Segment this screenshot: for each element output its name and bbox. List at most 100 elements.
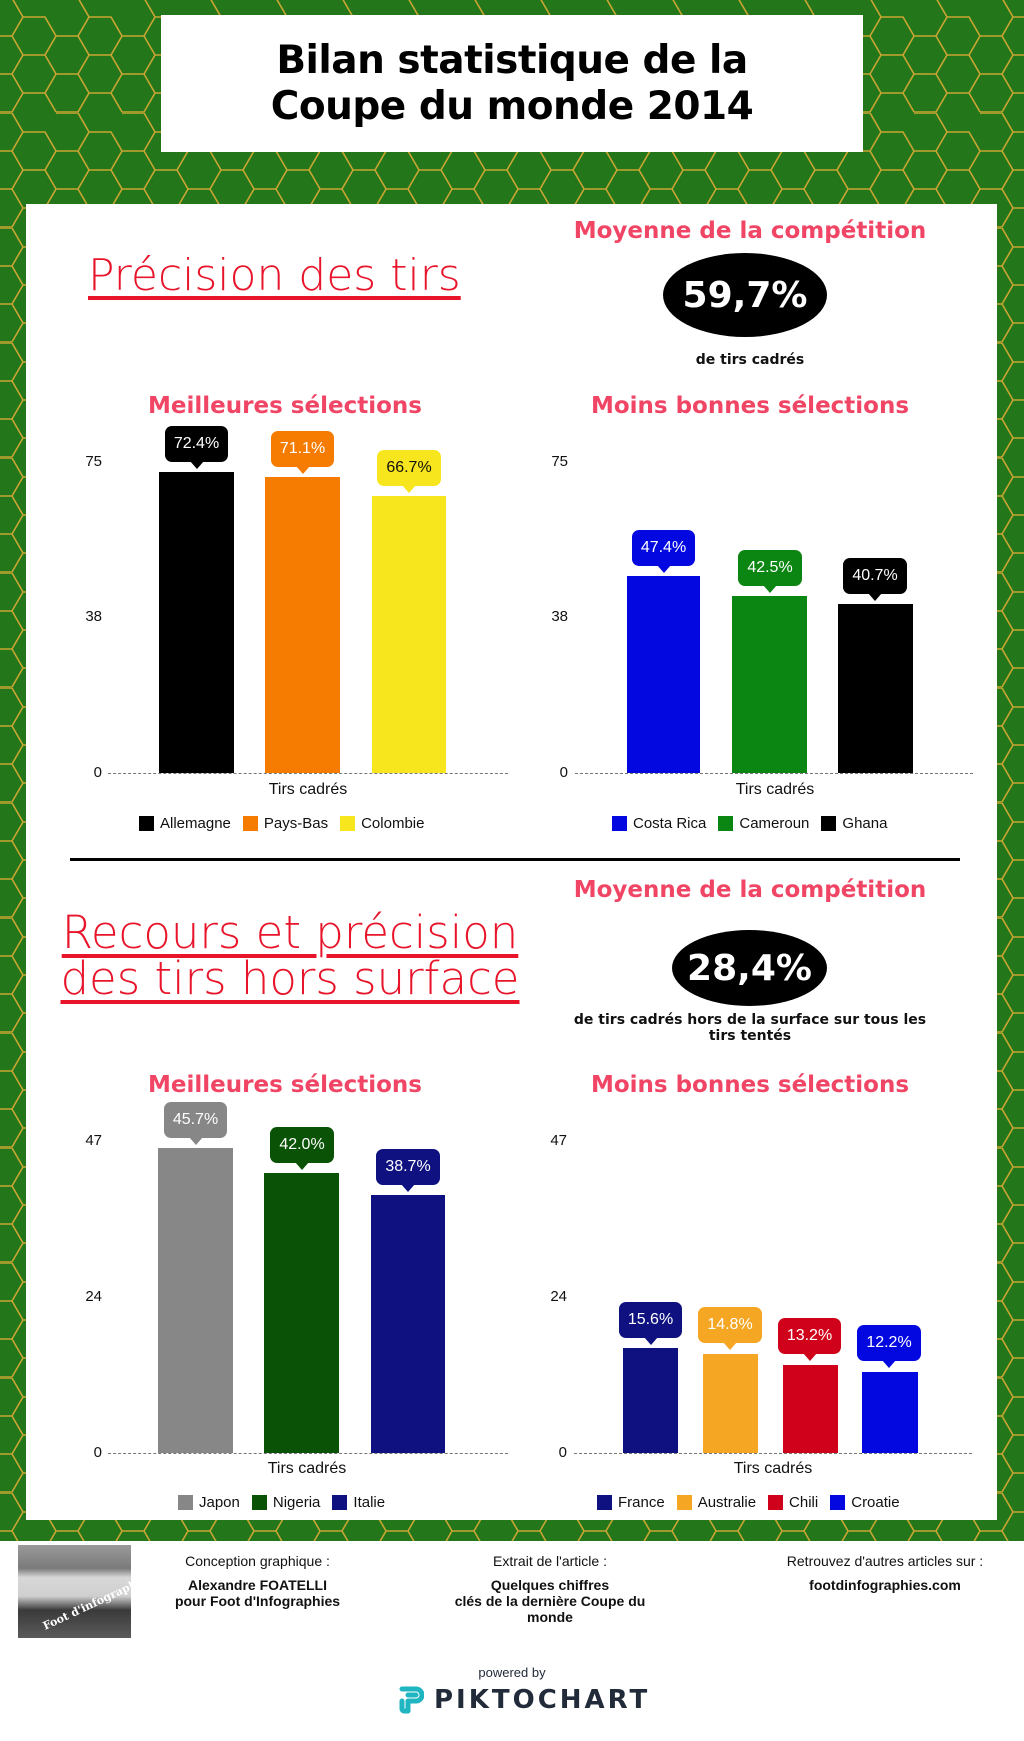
- y-tick-zero: 0: [93, 1444, 102, 1461]
- legend-swatch: [139, 816, 154, 831]
- data-label-japon: 45.7%: [164, 1102, 227, 1145]
- bar-chili[interactable]: [783, 1365, 838, 1453]
- data-label-chili: 13.2%: [778, 1318, 841, 1361]
- bar-cameroun[interactable]: [732, 596, 807, 773]
- chart-title-best-precision: Meilleures sélections: [148, 393, 422, 419]
- chart-title-worst-precision: Moins bonnes sélections: [590, 393, 910, 419]
- bar-france[interactable]: [623, 1348, 678, 1453]
- y-tick-zero: 0: [558, 1444, 567, 1461]
- legend-item-costa-rica: Costa Rica: [612, 815, 706, 832]
- team-photo: Foot d'infographies: [18, 1545, 131, 1638]
- footer-website-heading: Retrouvez d'autres articles sur :: [786, 1553, 984, 1569]
- y-tick-max: 75: [85, 453, 102, 470]
- title-box: Bilan statistique de la Coupe du monde 2…: [161, 15, 863, 152]
- x-axis-label: Tirs cadrés: [733, 1460, 813, 1477]
- average-caption-2: de tirs cadrés hors de la surface sur to…: [573, 1012, 927, 1044]
- footer-article: Extrait de l'article : Quelques chiffres…: [430, 1553, 670, 1625]
- section-title-outside-box: Recours et précision des tirs hors surfa…: [55, 910, 525, 1002]
- y-tick-mid: 38: [551, 608, 568, 625]
- x-axis-label: Tirs cadrés: [267, 1460, 347, 1477]
- page-title-line-2: Coupe du monde 2014: [270, 83, 754, 129]
- bar-nigeria[interactable]: [264, 1173, 339, 1453]
- average-value-badge-1: 59,7%: [663, 253, 827, 337]
- legend-swatch: [768, 1495, 784, 1510]
- legend-swatch: [821, 816, 837, 831]
- bar-italie[interactable]: [371, 1195, 445, 1453]
- bar-costa-rica[interactable]: [627, 576, 700, 773]
- photo-watermark: Foot d'infographies: [40, 1570, 131, 1633]
- legend-item-australie: Australie: [676, 1494, 756, 1511]
- data-label-cameroun: 42.5%: [738, 550, 802, 593]
- chart-title-worst-outside: Moins bonnes sélections: [590, 1072, 910, 1098]
- chart-legend: Costa Rica Cameroun Ghana: [612, 815, 899, 832]
- section-divider: [70, 858, 960, 861]
- y-tick-zero: 0: [93, 764, 102, 781]
- y-tick-mid: 24: [550, 1288, 567, 1305]
- bar-ghana[interactable]: [838, 604, 913, 773]
- legend-item-france: France: [597, 1494, 665, 1511]
- data-label-colombie: 66.7%: [377, 450, 441, 493]
- bar-croatie[interactable]: [862, 1372, 918, 1453]
- y-tick-mid: 24: [85, 1288, 102, 1305]
- x-axis-label: Tirs cadrés: [268, 781, 348, 798]
- legend-swatch: [340, 816, 356, 831]
- legend-item-nigeria: Nigeria: [251, 1494, 320, 1511]
- x-axis-baseline: [108, 1453, 508, 1454]
- footer-credits: Conception graphique : Alexandre FOATELL…: [150, 1553, 365, 1609]
- bar-pays-bas[interactable]: [265, 477, 340, 773]
- legend-swatch: [830, 1495, 846, 1510]
- legend-item-allemagne: Allemagne: [139, 815, 231, 832]
- footer-website: Retrouvez d'autres articles sur : footdi…: [770, 1553, 1000, 1593]
- x-axis-baseline: [574, 1453, 972, 1454]
- data-label-allemagne: 72.4%: [165, 426, 228, 469]
- y-tick-max: 75: [551, 453, 568, 470]
- data-label-nigeria: 42.0%: [270, 1127, 334, 1170]
- piktochart-icon: [399, 1686, 424, 1714]
- average-value-1: 59,7%: [682, 274, 808, 316]
- powered-by-label: powered by: [478, 1665, 546, 1680]
- chart-legend: France Australie Chili Croatie: [597, 1494, 912, 1511]
- section-title-line-1: Recours et précision: [61, 906, 519, 959]
- data-label-ghana: 40.7%: [843, 558, 907, 601]
- y-tick-max: 47: [85, 1132, 102, 1149]
- legend-item-pays-bas: Pays-Bas: [242, 815, 328, 832]
- bar-japon[interactable]: [158, 1148, 233, 1453]
- data-label-australie: 14.8%: [698, 1307, 762, 1350]
- legend-swatch: [718, 816, 734, 831]
- legend-item-italie: Italie: [332, 1494, 385, 1511]
- x-axis-label: Tirs cadrés: [735, 781, 815, 798]
- average-caption-1: de tirs cadrés: [695, 352, 805, 368]
- bar-allemagne[interactable]: [159, 472, 234, 773]
- average-heading-2: Moyenne de la compétition: [573, 877, 927, 903]
- legend-swatch: [612, 816, 627, 831]
- website-link[interactable]: footdinfographies.com: [809, 1577, 961, 1593]
- bar-australie[interactable]: [703, 1354, 758, 1453]
- y-tick-max: 47: [550, 1132, 567, 1149]
- y-tick-zero: 0: [559, 764, 568, 781]
- section-title-precision: Précision des tirs: [88, 250, 461, 301]
- legend-swatch: [242, 816, 258, 831]
- legend-swatch: [676, 1495, 692, 1510]
- bar-colombie[interactable]: [372, 496, 446, 773]
- data-label-costa-rica: 47.4%: [632, 530, 695, 573]
- data-label-france: 15.6%: [619, 1302, 682, 1345]
- legend-item-ghana: Ghana: [821, 815, 887, 832]
- x-axis-baseline: [575, 773, 973, 774]
- piktochart-logo[interactable]: PIKTOCHART: [398, 1685, 650, 1715]
- chart-legend: Allemagne Pays-Bas Colombie: [139, 815, 436, 832]
- average-value-badge-2: 28,4%: [672, 930, 827, 1006]
- average-value-2: 28,4%: [687, 947, 812, 989]
- chart-legend: Japon Nigeria Italie: [178, 1494, 397, 1511]
- section-title-line-2: des tirs hors surface: [60, 952, 520, 1005]
- footer-credits-heading: Conception graphique :: [185, 1553, 330, 1569]
- data-label-pays-bas: 71.1%: [271, 431, 334, 474]
- legend-item-chili: Chili: [768, 1494, 818, 1511]
- data-label-italie: 38.7%: [376, 1149, 440, 1192]
- legend-item-croatie: Croatie: [830, 1494, 900, 1511]
- chart-title-best-outside: Meilleures sélections: [148, 1072, 422, 1098]
- legend-item-japon: Japon: [178, 1494, 240, 1511]
- legend-swatch: [597, 1495, 612, 1510]
- average-heading-1: Moyenne de la compétition: [573, 218, 927, 244]
- piktochart-wordmark: PIKTOCHART: [434, 1685, 651, 1715]
- legend-swatch: [332, 1495, 348, 1510]
